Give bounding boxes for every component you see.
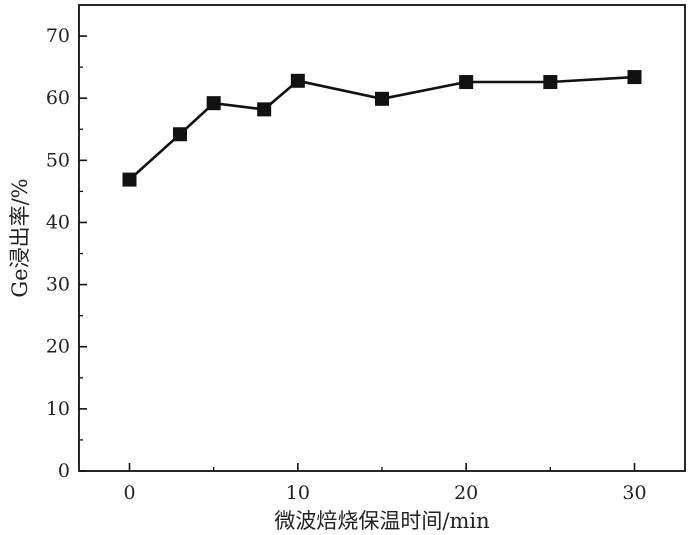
data-point-marker bbox=[459, 75, 474, 90]
y-tick-label: 50 bbox=[46, 149, 70, 171]
x-tick-label: 30 bbox=[622, 482, 646, 504]
x-tick-label: 10 bbox=[286, 482, 310, 504]
y-tick-label: 60 bbox=[46, 87, 70, 109]
x-tick-label: 20 bbox=[454, 482, 478, 504]
data-point-marker bbox=[627, 70, 642, 85]
data-point-marker bbox=[206, 96, 221, 111]
y-tick-label: 20 bbox=[46, 336, 70, 358]
data-point-marker bbox=[290, 73, 305, 88]
data-point-marker bbox=[375, 91, 389, 106]
y-tick-label: 0 bbox=[58, 460, 70, 482]
y-tick-label: 40 bbox=[46, 211, 70, 233]
data-point-marker bbox=[543, 75, 558, 90]
data-point-marker bbox=[122, 172, 137, 187]
data-point-marker bbox=[173, 127, 187, 142]
y-tick-label: 30 bbox=[46, 274, 70, 296]
y-axis-ticks: 0 10 20 30 40 50 60 70 bbox=[46, 25, 87, 482]
y-tick-label: 70 bbox=[46, 25, 70, 47]
x-axis-ticks: 0 10 20 30 bbox=[123, 463, 647, 504]
data-point-marker bbox=[257, 102, 272, 117]
x-tick-label: 0 bbox=[123, 482, 135, 504]
y-tick-label: 10 bbox=[46, 398, 70, 420]
x-axis-title: 微波焙烧保温时间/min bbox=[274, 509, 489, 533]
plot-frame bbox=[78, 4, 686, 472]
y-axis-title: Ge浸出率/% bbox=[8, 178, 32, 297]
series-layer bbox=[122, 70, 642, 187]
